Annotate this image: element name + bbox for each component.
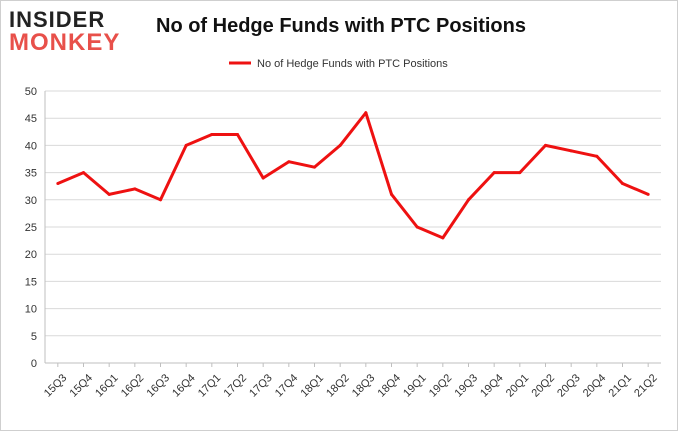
gridlines (45, 90, 661, 364)
x-tick-label: 20Q4 (581, 372, 609, 400)
chart-title: No of Hedge Funds with PTC Positions (156, 15, 526, 37)
series-line-0 (57, 111, 649, 240)
y-tick-label: 50 (25, 86, 37, 98)
y-tick-label: 35 (25, 168, 37, 180)
data-point (415, 225, 419, 229)
x-tick-label: 17Q4 (273, 372, 301, 400)
legend: No of Hedge Funds with PTC Positions (229, 58, 448, 70)
data-point (492, 171, 496, 175)
x-tick-label: 16Q1 (93, 372, 121, 400)
x-tick-label: 17Q1 (196, 372, 224, 400)
x-tick-label: 16Q2 (119, 372, 147, 400)
x-tick-label: 20Q1 (504, 372, 532, 400)
data-point (364, 111, 368, 115)
data-point (646, 192, 650, 196)
insider-monkey-logo: INSIDER MONKEY (9, 7, 129, 57)
data-point (107, 192, 111, 196)
logo-text-top: INSIDER (9, 7, 106, 32)
y-tick-label: 20 (25, 249, 37, 261)
x-tick-label: 21Q1 (607, 372, 635, 400)
x-tick-label: 19Q1 (401, 372, 429, 400)
x-tick-label: 20Q3 (555, 372, 583, 400)
data-point (287, 160, 291, 164)
data-point (595, 154, 599, 158)
y-tick-label: 30 (25, 195, 37, 207)
x-tick-label: 21Q2 (632, 372, 660, 400)
x-tick-label: 18Q2 (324, 372, 352, 400)
x-tick-label: 17Q3 (247, 372, 275, 400)
data-point (184, 143, 188, 147)
data-point (518, 171, 522, 175)
y-tick-label: 40 (25, 140, 37, 152)
data-point (569, 149, 573, 153)
x-tick-label: 15Q3 (42, 372, 70, 400)
y-tick-label: 15 (25, 276, 37, 288)
x-tick-label: 18Q4 (376, 372, 404, 400)
data-point (261, 176, 265, 180)
x-tick-label: 17Q2 (222, 372, 250, 400)
data-point (544, 143, 547, 147)
data-point (390, 192, 393, 196)
data-point (441, 236, 445, 240)
y-tick-label: 0 (31, 358, 37, 370)
y-axis-tick-labels: 0 5 10 15 20 25 30 35 40 45 50 (25, 86, 37, 370)
x-tick-label: 19Q4 (478, 372, 506, 400)
x-tick-label: 15Q4 (68, 372, 96, 400)
logo-text-bottom: MONKEY (9, 29, 121, 56)
y-tick-label: 25 (25, 222, 37, 234)
axes (44, 91, 661, 364)
data-point (82, 171, 85, 175)
data-point (338, 143, 342, 147)
x-tick-label: 16Q3 (145, 372, 173, 400)
x-tick-label: 20Q2 (530, 372, 558, 400)
data-point (236, 133, 239, 137)
data-point (621, 181, 624, 185)
data-point (467, 198, 470, 202)
data-point (133, 187, 137, 191)
legend-label: No of Hedge Funds with PTC Positions (257, 58, 448, 70)
y-tick-label: 45 (25, 113, 37, 125)
x-tick-label: 16Q4 (170, 372, 198, 400)
x-tick-label: 19Q3 (453, 372, 481, 400)
data-point (210, 133, 214, 137)
x-tick-label: 18Q3 (350, 372, 378, 400)
x-axis-tick-labels: 15Q315Q416Q116Q216Q316Q417Q117Q217Q317Q4… (42, 363, 660, 400)
data-point (313, 165, 316, 169)
data-point (56, 181, 60, 185)
x-tick-label: 19Q2 (427, 372, 455, 400)
y-tick-label: 5 (31, 331, 37, 343)
series-group (56, 111, 650, 240)
y-tick-label: 10 (25, 304, 37, 316)
data-point (159, 198, 162, 202)
x-tick-label: 18Q1 (299, 372, 327, 400)
